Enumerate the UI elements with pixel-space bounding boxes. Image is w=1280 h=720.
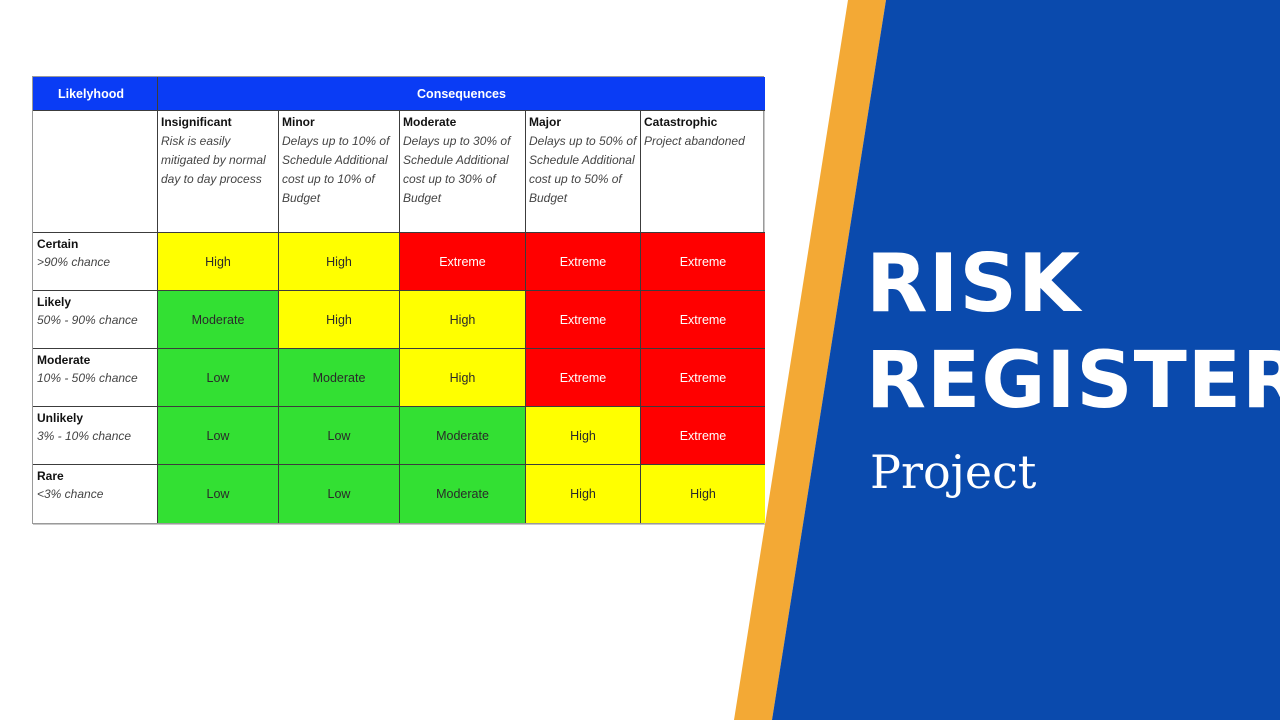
risk-level-cell: Low	[158, 407, 279, 465]
risk-level-cell: High	[526, 407, 641, 465]
consequence-title: Moderate	[403, 115, 457, 129]
risk-level-cell: Moderate	[400, 407, 526, 465]
risk-level-cell: High	[526, 465, 641, 523]
risk-level-cell: Extreme	[641, 291, 765, 349]
risk-level-cell: Moderate	[158, 291, 279, 349]
consequence-desc: Delays up to 30% of Schedule Additional …	[403, 134, 511, 205]
consequence-desc: Project abandoned	[644, 134, 745, 148]
likelihood-header: Likelyhood	[33, 77, 158, 111]
likelihood-title: Certain	[37, 237, 79, 251]
risk-level-cell: High	[279, 291, 400, 349]
risk-level-cell: High	[641, 465, 765, 523]
risk-level-cell: High	[400, 349, 526, 407]
risk-level-cell: Extreme	[526, 349, 641, 407]
risk-level-cell: Low	[158, 349, 279, 407]
likelihood-title: Likely	[37, 295, 72, 309]
likelihood-desc: <3% chance	[37, 487, 104, 501]
likelihood-desc: >90% chance	[37, 255, 111, 269]
consequence-major: Major Delays up to 50% of Schedule Addit…	[526, 111, 641, 233]
risk-level-cell: Moderate	[279, 349, 400, 407]
consequence-title: Insignificant	[161, 115, 232, 129]
consequence-minor: Minor Delays up to 10% of Schedule Addit…	[279, 111, 400, 233]
risk-level-cell: Extreme	[641, 407, 765, 465]
risk-level-cell: High	[400, 291, 526, 349]
risk-level-cell: Extreme	[526, 291, 641, 349]
banner-title-line2: REGISTER	[866, 336, 1280, 426]
risk-level-cell: Extreme	[641, 233, 765, 291]
consequence-title: Catastrophic	[644, 115, 718, 129]
consequence-insignificant: Insignificant Risk is easily mitigated b…	[158, 111, 279, 233]
likelihood-title: Moderate	[37, 353, 91, 367]
consequence-desc: Delays up to 10% of Schedule Additional …	[282, 134, 390, 205]
likelihood-unlikely: Unlikely 3% - 10% chance	[33, 407, 158, 465]
risk-level-cell: Low	[158, 465, 279, 523]
corner-cell	[33, 111, 158, 233]
risk-level-cell: Extreme	[641, 349, 765, 407]
consequence-moderate: Moderate Delays up to 30% of Schedule Ad…	[400, 111, 526, 233]
banner-title-line1: RISK	[866, 237, 1081, 330]
likelihood-likely: Likely 50% - 90% chance	[33, 291, 158, 349]
likelihood-title: Unlikely	[37, 411, 84, 425]
likelihood-rare: Rare <3% chance	[33, 465, 158, 523]
risk-level-cell: Moderate	[400, 465, 526, 523]
consequence-desc: Risk is easily mitigated by normal day t…	[161, 134, 266, 186]
consequence-catastrophic: Catastrophic Project abandoned	[641, 111, 765, 233]
likelihood-moderate: Moderate 10% - 50% chance	[33, 349, 158, 407]
likelihood-desc: 3% - 10% chance	[37, 429, 132, 443]
risk-level-cell: High	[158, 233, 279, 291]
blue-panel	[772, 0, 1280, 720]
consequence-desc: Delays up to 50% of Schedule Additional …	[529, 134, 637, 205]
risk-level-cell: Low	[279, 465, 400, 523]
consequence-title: Major	[529, 115, 562, 129]
risk-level-cell: Extreme	[526, 233, 641, 291]
risk-level-cell: High	[279, 233, 400, 291]
risk-level-cell: Low	[279, 407, 400, 465]
orange-stripe	[734, 0, 886, 720]
risk-level-cell: Extreme	[400, 233, 526, 291]
risk-matrix: Likelyhood Consequences Insignificant Ri…	[32, 76, 765, 524]
consequence-title: Minor	[282, 115, 315, 129]
likelihood-certain: Certain >90% chance	[33, 233, 158, 291]
likelihood-desc: 10% - 50% chance	[37, 371, 138, 385]
banner-subtitle: Project	[870, 445, 1037, 499]
likelihood-title: Rare	[37, 469, 64, 483]
consequences-header: Consequences	[158, 77, 765, 111]
likelihood-desc: 50% - 90% chance	[37, 313, 138, 327]
